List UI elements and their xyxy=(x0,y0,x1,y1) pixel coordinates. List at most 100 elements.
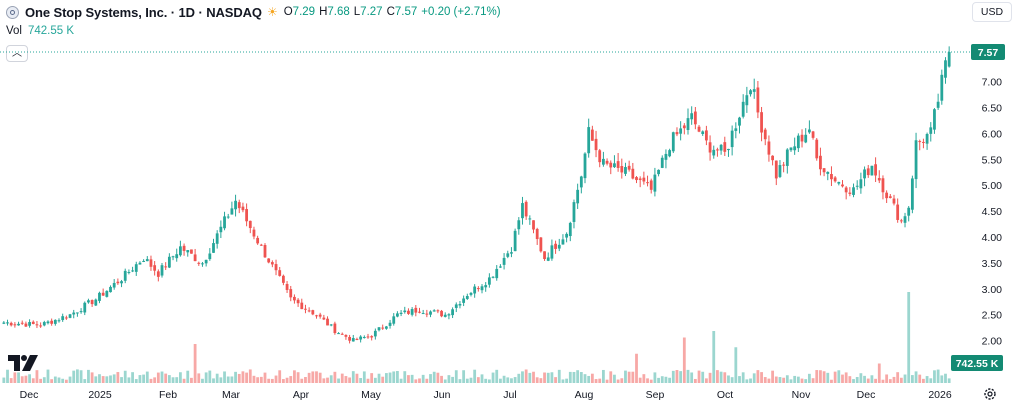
candle-body[interactable] xyxy=(668,150,672,157)
candle-body[interactable] xyxy=(557,244,561,249)
candle-body[interactable] xyxy=(870,165,874,176)
candle-body[interactable] xyxy=(443,314,447,317)
candle-body[interactable] xyxy=(590,129,594,141)
candle-body[interactable] xyxy=(649,180,653,190)
candle-body[interactable] xyxy=(9,322,13,326)
candle-body[interactable] xyxy=(167,256,171,268)
candle-body[interactable] xyxy=(565,233,569,238)
candle-body[interactable] xyxy=(300,302,304,310)
candle-body[interactable] xyxy=(454,304,458,308)
candle-body[interactable] xyxy=(142,260,146,262)
candle-body[interactable] xyxy=(171,256,175,258)
candle-body[interactable] xyxy=(550,245,554,259)
candle-body[interactable] xyxy=(506,253,510,257)
candle-body[interactable] xyxy=(212,243,215,253)
candle-body[interactable] xyxy=(307,310,311,312)
candle-body[interactable] xyxy=(57,320,61,322)
candle-body[interactable] xyxy=(686,118,690,131)
candle-body[interactable] xyxy=(598,150,602,163)
candle-body[interactable] xyxy=(259,244,263,246)
candle-body[interactable] xyxy=(914,140,918,180)
candle-body[interactable] xyxy=(719,144,723,151)
candle-body[interactable] xyxy=(311,310,315,315)
candle-body[interactable] xyxy=(53,319,57,324)
candle-body[interactable] xyxy=(24,323,28,327)
candle-body[interactable] xyxy=(90,300,94,305)
candle-body[interactable] xyxy=(734,128,738,131)
candle-body[interactable] xyxy=(458,304,462,306)
candle-body[interactable] xyxy=(193,254,197,262)
candle-body[interactable] xyxy=(925,134,929,144)
candle-body[interactable] xyxy=(756,87,760,113)
candle-body[interactable] xyxy=(841,184,844,187)
candle-body[interactable] xyxy=(160,265,164,276)
candle-body[interactable] xyxy=(322,317,326,320)
candle-body[interactable] xyxy=(248,220,252,229)
candle-body[interactable] xyxy=(524,201,528,217)
candle-body[interactable] xyxy=(403,310,407,313)
candle-body[interactable] xyxy=(377,327,381,331)
candle-body[interactable] xyxy=(760,112,763,133)
candle-body[interactable] xyxy=(877,178,881,181)
candle-body[interactable] xyxy=(763,129,767,140)
candle-body[interactable] xyxy=(892,198,896,204)
candle-body[interactable] xyxy=(881,178,885,193)
candle-body[interactable] xyxy=(72,312,76,315)
candle-body[interactable] xyxy=(384,326,388,329)
candle-body[interactable] xyxy=(767,141,771,155)
candle-body[interactable] xyxy=(778,165,782,177)
candle-body[interactable] xyxy=(35,324,39,326)
candle-body[interactable] xyxy=(859,179,863,189)
candle-body[interactable] xyxy=(182,245,186,251)
candle-body[interactable] xyxy=(429,311,432,315)
candle-body[interactable] xyxy=(741,101,745,117)
candle-body[interactable] xyxy=(101,292,105,296)
candle-body[interactable] xyxy=(164,266,168,268)
candle-body[interactable] xyxy=(807,129,811,133)
candle-body[interactable] xyxy=(79,311,83,313)
candle-body[interactable] xyxy=(245,209,249,222)
candle-body[interactable] xyxy=(561,239,565,245)
candle-body[interactable] xyxy=(432,310,436,312)
candle-body[interactable] xyxy=(653,174,657,192)
candle-body[interactable] xyxy=(804,134,808,143)
candle-body[interactable] xyxy=(609,162,613,168)
candle-body[interactable] xyxy=(388,322,392,326)
candle-body[interactable] xyxy=(535,228,539,240)
candle-body[interactable] xyxy=(484,285,488,288)
candle-body[interactable] xyxy=(613,163,616,168)
candle-body[interactable] xyxy=(513,230,517,252)
candle-body[interactable] xyxy=(579,176,583,188)
candle-body[interactable] xyxy=(830,174,833,180)
candle-body[interactable] xyxy=(418,311,421,313)
candle-body[interactable] xyxy=(476,288,480,290)
candle-body[interactable] xyxy=(848,192,852,194)
candle-body[interactable] xyxy=(675,132,679,135)
candle-body[interactable] xyxy=(285,283,289,290)
candle-body[interactable] xyxy=(679,128,683,134)
candle-body[interactable] xyxy=(885,192,889,199)
candle-body[interactable] xyxy=(624,167,627,174)
candle-body[interactable] xyxy=(355,338,359,340)
candle-body[interactable] xyxy=(572,202,576,222)
candle-body[interactable] xyxy=(326,318,329,326)
candle-body[interactable] xyxy=(499,266,502,268)
candle-body[interactable] xyxy=(605,160,609,164)
candle-body[interactable] xyxy=(116,281,120,284)
candle-body[interactable] xyxy=(785,149,789,166)
candle-body[interactable] xyxy=(134,264,138,272)
candle-body[interactable] xyxy=(660,157,664,168)
candle-body[interactable] xyxy=(796,135,800,149)
candle-body[interactable] xyxy=(936,101,940,108)
candle-body[interactable] xyxy=(348,336,351,341)
candle-body[interactable] xyxy=(17,323,20,326)
candle-body[interactable] xyxy=(223,216,226,229)
candle-body[interactable] xyxy=(421,313,425,315)
candle-body[interactable] xyxy=(13,324,17,326)
candle-body[interactable] xyxy=(752,89,756,92)
candle-body[interactable] xyxy=(340,333,344,335)
candle-body[interactable] xyxy=(826,171,830,174)
candle-body[interactable] xyxy=(197,262,201,264)
candle-body[interactable] xyxy=(131,270,134,272)
